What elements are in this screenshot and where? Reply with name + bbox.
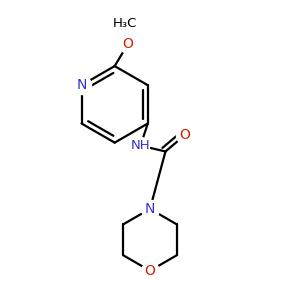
Text: N: N xyxy=(76,78,87,92)
Text: O: O xyxy=(145,264,155,278)
Text: O: O xyxy=(122,37,134,51)
Text: H₃C: H₃C xyxy=(113,17,137,30)
Text: NH: NH xyxy=(130,139,150,152)
Text: O: O xyxy=(179,128,190,142)
Text: N: N xyxy=(145,202,155,216)
